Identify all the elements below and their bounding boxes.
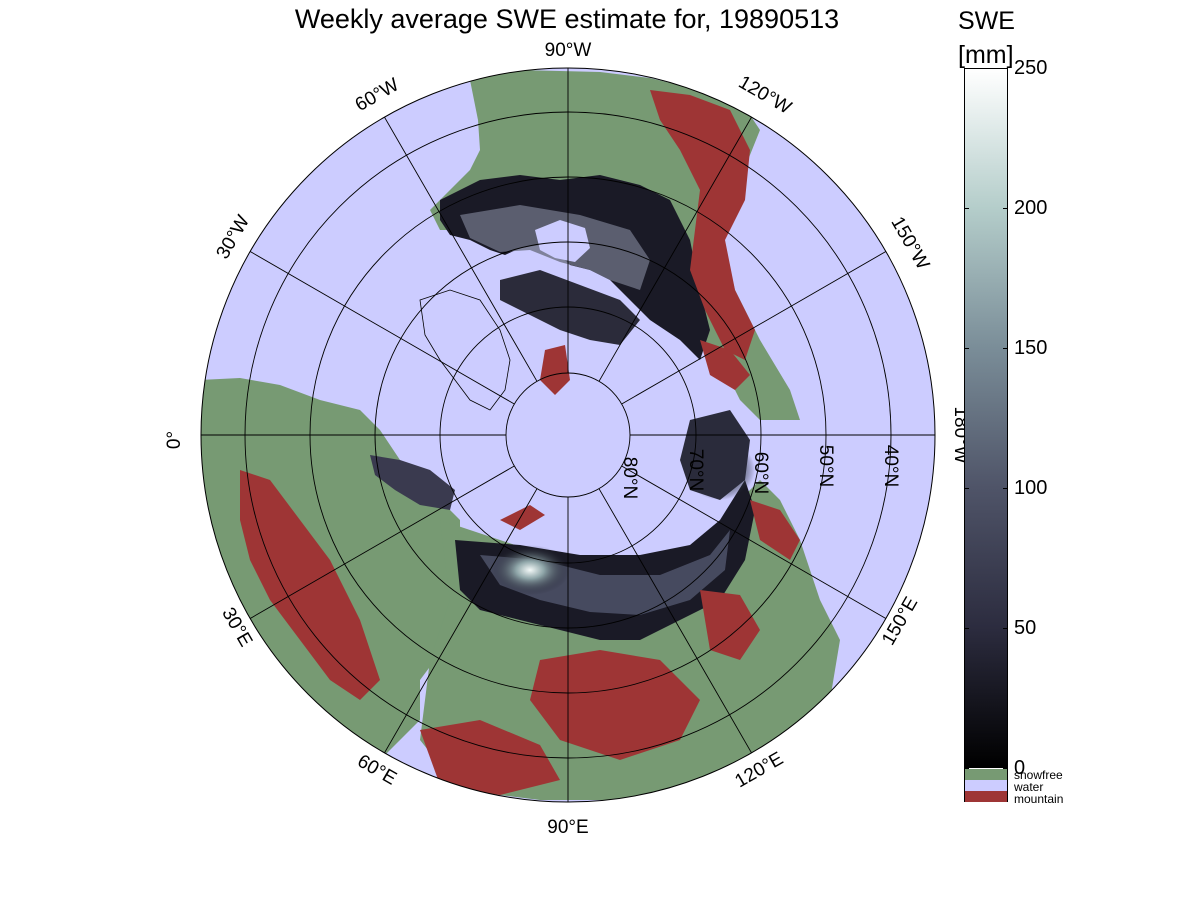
colorbar-tick-label: 50 (1014, 617, 1037, 639)
meridian--30 (249, 251, 515, 405)
colorbar-tick-mark (1003, 488, 1008, 489)
swatch-water (964, 780, 1008, 791)
swatch-mountain (964, 791, 1008, 802)
mountain-alaska (700, 340, 750, 390)
colorbar-tick-mark (1003, 208, 1008, 209)
colorbar-tick-mark (1003, 348, 1008, 349)
lat-label-70n: 70°N (685, 449, 706, 491)
land-layer (201, 68, 935, 802)
mountain-central-asia (530, 650, 700, 760)
colorbar-tick-mark (964, 768, 969, 769)
lon-label-120w: 120°W (735, 72, 795, 119)
map-title: Weekly average SWE estimate for, 1989051… (294, 4, 840, 34)
meridian-120 (598, 488, 752, 754)
snow-peak-ural (490, 545, 570, 595)
colorbar-tick-mark (964, 488, 969, 489)
canadian-archipelago (500, 270, 640, 345)
colorbar-unit: [mm] (958, 41, 1014, 69)
colorbar-tick-label: 200 (1014, 197, 1048, 219)
colorbar-tick-mark (964, 208, 969, 209)
colorbar-tick-label: 100 (1014, 477, 1048, 499)
mountain-himalaya (420, 720, 560, 795)
colorbar-tick-label: 150 (1014, 337, 1048, 359)
lat-label-60n: 60°N (750, 452, 771, 494)
snow-scandinavia (370, 455, 455, 510)
lat-label-50n: 50°N (815, 445, 836, 487)
hudson-bay (535, 220, 590, 262)
mountain-kamchatka (750, 500, 800, 560)
island-ellesmere (540, 345, 570, 395)
colorbar-tick-label: 250 (1014, 57, 1048, 79)
snow-siberia-mid (480, 530, 730, 615)
label-mountain: mountain (1014, 792, 1064, 806)
lon-label-90e: 90°E (547, 817, 588, 838)
colorbar (964, 68, 1008, 768)
lon-label-60w: 60°W (352, 74, 403, 116)
colorbar-tick-label: 0 (1014, 757, 1026, 779)
colorbar-tick-mark (964, 628, 969, 629)
colorbar-tick-mark (964, 348, 969, 349)
snow-east-siberia (680, 410, 750, 500)
colorbar-tick-mark (964, 68, 969, 69)
meridian--150 (621, 251, 887, 405)
map-border (200, 67, 936, 803)
meridian-60 (384, 488, 538, 754)
meridian-lines (201, 68, 935, 802)
colorbar-tick-mark (1003, 768, 1008, 769)
greenland (419, 289, 511, 411)
meridian--120 (598, 116, 752, 382)
lat-label-40n: 40°N (880, 445, 901, 487)
mountain-east-asia (700, 590, 760, 660)
colorbar-tick-mark (1003, 628, 1008, 629)
lon-label-0: 0° (164, 431, 185, 449)
swatch-snowfree (964, 769, 1008, 780)
lon-label-90w: 90°W (545, 40, 592, 61)
colorbar-title: SWE (958, 7, 1015, 35)
meridian--60 (384, 116, 538, 382)
colorbar-tick-mark (1003, 68, 1008, 69)
lat-label-80n: 80°N (619, 457, 640, 499)
meridian-30 (249, 465, 515, 619)
label-snowfree: snowfree (1014, 768, 1063, 782)
mountain-rockies (650, 90, 755, 360)
meridian-150 (621, 465, 887, 619)
label-water: water (1014, 780, 1044, 794)
island-novaya-zemlya (500, 505, 545, 530)
mountain-europe (240, 470, 380, 700)
